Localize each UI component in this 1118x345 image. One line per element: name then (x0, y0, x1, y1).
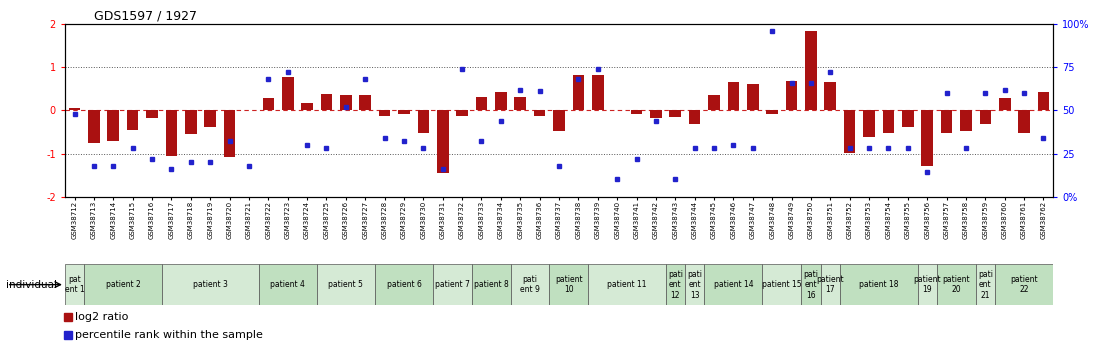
Bar (417, 110, 429, 133)
Bar (960, 110, 972, 131)
Text: patient 2: patient 2 (105, 280, 141, 289)
Bar (995, 264, 1053, 305)
Bar (937, 264, 976, 305)
Bar (762, 264, 802, 305)
Bar (591, 75, 604, 110)
Bar (689, 110, 701, 124)
Bar (88, 110, 100, 143)
Bar (379, 110, 390, 116)
Bar (902, 110, 913, 127)
Bar (340, 95, 352, 110)
Text: patient
17: patient 17 (816, 275, 844, 294)
Bar (708, 95, 720, 110)
Bar (572, 75, 585, 110)
Text: pati
ent 9: pati ent 9 (520, 275, 540, 294)
Bar (998, 98, 1011, 110)
Bar (940, 110, 953, 133)
Bar (844, 110, 855, 152)
Bar (1018, 110, 1030, 133)
Bar (184, 110, 197, 134)
Bar (631, 110, 643, 114)
Text: patient
22: patient 22 (1011, 275, 1038, 294)
Bar (205, 110, 216, 127)
Text: patient 6: patient 6 (387, 280, 421, 289)
Bar (1038, 92, 1050, 110)
Bar (821, 264, 840, 305)
Text: patient
20: patient 20 (942, 275, 970, 294)
Bar (316, 264, 375, 305)
Bar (533, 110, 546, 116)
Bar (472, 264, 511, 305)
Bar (588, 264, 665, 305)
Text: patient 3: patient 3 (192, 280, 228, 289)
Bar (398, 110, 410, 114)
Bar (802, 264, 821, 305)
Bar (670, 110, 681, 117)
Text: patient
19: patient 19 (913, 275, 941, 294)
Bar (650, 110, 662, 118)
Text: patient 15: patient 15 (762, 280, 802, 289)
Bar (68, 108, 80, 110)
Bar (359, 95, 371, 110)
Bar (107, 110, 120, 141)
Bar (475, 97, 487, 110)
Text: patient 7: patient 7 (435, 280, 470, 289)
Text: pat
ent 1: pat ent 1 (65, 275, 84, 294)
Bar (437, 110, 448, 173)
Bar (553, 110, 565, 131)
Bar (824, 82, 836, 110)
Bar (747, 83, 759, 110)
Bar (786, 81, 797, 110)
Bar (840, 264, 918, 305)
Bar (766, 110, 778, 114)
Bar (258, 264, 316, 305)
Bar (665, 264, 685, 305)
Bar (514, 97, 527, 110)
Bar (65, 264, 84, 305)
Text: patient 18: patient 18 (859, 280, 899, 289)
Bar (263, 98, 274, 110)
Text: patient 4: patient 4 (271, 280, 305, 289)
Bar (882, 110, 894, 133)
Bar (321, 94, 332, 110)
Bar (162, 264, 258, 305)
Text: pati
ent
12: pati ent 12 (667, 270, 683, 299)
Text: pati
ent
21: pati ent 21 (978, 270, 993, 299)
Text: GDS1597 / 1927: GDS1597 / 1927 (95, 10, 198, 23)
Text: log2 ratio: log2 ratio (75, 312, 129, 322)
Text: patient 14: patient 14 (713, 280, 754, 289)
Bar (375, 264, 433, 305)
Bar (918, 264, 937, 305)
Bar (495, 92, 506, 110)
Bar (805, 31, 817, 110)
Bar (549, 264, 588, 305)
Text: patient 5: patient 5 (329, 280, 363, 289)
Bar (728, 82, 739, 110)
Text: patient 8: patient 8 (474, 280, 509, 289)
Bar (979, 110, 992, 124)
Bar (146, 110, 158, 118)
Bar (921, 110, 934, 166)
Text: pati
ent
16: pati ent 16 (804, 270, 818, 299)
Bar (301, 103, 313, 110)
Text: patient
10: patient 10 (555, 275, 582, 294)
Text: individual: individual (6, 280, 57, 289)
Text: pati
ent
13: pati ent 13 (688, 270, 702, 299)
Bar (863, 110, 875, 137)
Bar (126, 110, 139, 130)
Bar (433, 264, 472, 305)
Bar (224, 110, 236, 157)
Text: percentile rank within the sample: percentile rank within the sample (75, 331, 263, 340)
Bar (165, 110, 178, 156)
Bar (685, 264, 704, 305)
Bar (976, 264, 995, 305)
Bar (456, 110, 468, 116)
Bar (282, 77, 294, 110)
Bar (84, 264, 162, 305)
Bar (511, 264, 549, 305)
Bar (704, 264, 762, 305)
Bar (612, 109, 623, 110)
Text: patient 11: patient 11 (607, 280, 646, 289)
